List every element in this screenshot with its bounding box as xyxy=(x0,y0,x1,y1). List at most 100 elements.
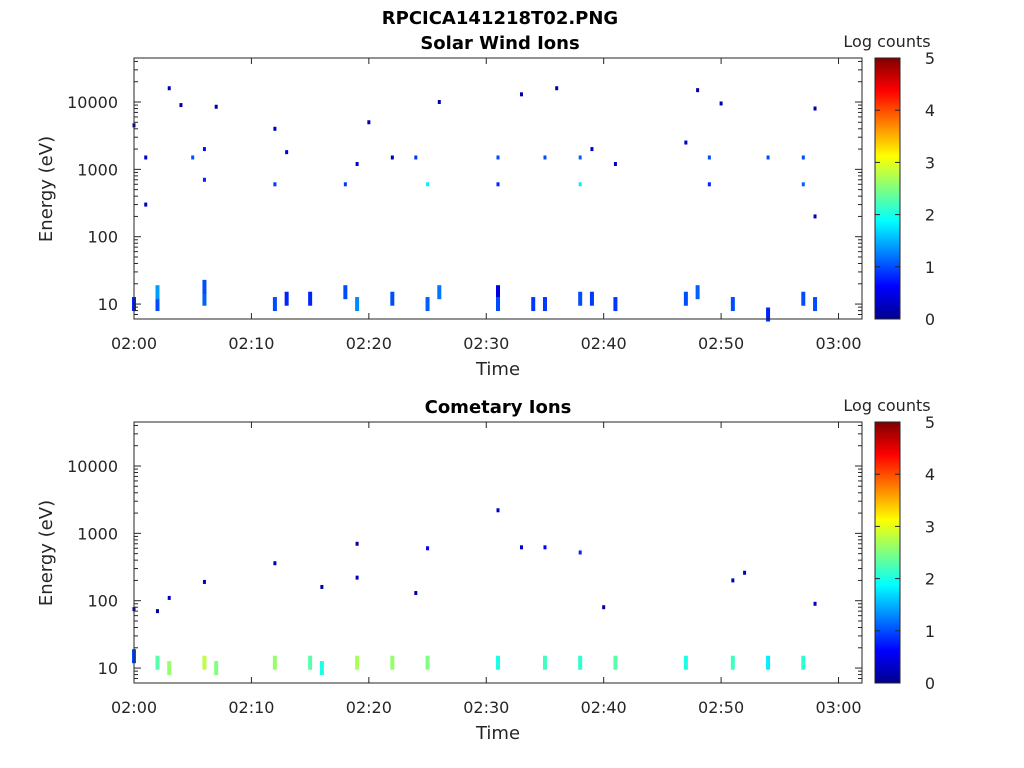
data-cell xyxy=(743,570,747,575)
colorbar xyxy=(874,421,901,684)
plot-frame xyxy=(133,57,863,320)
colorbar-tick-label: 1 xyxy=(925,258,935,277)
solar-wind-ylabel: Energy (eV) xyxy=(36,136,57,242)
data-cell xyxy=(273,126,277,131)
data-cell xyxy=(425,297,430,312)
data-cell xyxy=(343,182,347,187)
data-cell xyxy=(813,601,817,606)
plot-frame xyxy=(133,421,863,684)
data-cell xyxy=(144,155,148,160)
x-tick-label: 02:40 xyxy=(581,334,627,353)
data-cell xyxy=(801,291,806,306)
data-cell xyxy=(320,584,324,589)
data-cell xyxy=(425,655,430,670)
data-cell xyxy=(496,155,500,160)
data-cell xyxy=(578,550,582,555)
data-cell xyxy=(355,297,360,312)
data-cell xyxy=(578,655,583,670)
data-cell xyxy=(578,291,583,306)
data-cell xyxy=(613,297,618,312)
data-cell xyxy=(766,155,770,160)
x-tick-label: 02:10 xyxy=(228,698,274,717)
x-tick-label: 02:30 xyxy=(463,334,509,353)
colorbar-tick-label: 2 xyxy=(925,570,935,589)
data-cell xyxy=(496,182,500,187)
x-tick-label: 02:20 xyxy=(346,334,392,353)
data-cell xyxy=(696,88,700,93)
data-cell xyxy=(202,579,206,584)
y-tick-label: 100 xyxy=(87,592,118,611)
data-cell xyxy=(730,655,735,670)
data-cell xyxy=(426,546,430,551)
data-cell xyxy=(155,655,160,670)
data-cell xyxy=(285,150,289,155)
x-tick-label: 02:00 xyxy=(111,334,157,353)
colorbar-tick-label: 2 xyxy=(925,206,935,225)
data-cell xyxy=(555,86,559,91)
cometary-ylabel: Energy (eV) xyxy=(36,500,57,606)
data-cell xyxy=(813,297,818,312)
data-cell xyxy=(531,297,536,312)
data-cell xyxy=(273,182,277,187)
data-cell xyxy=(202,279,207,294)
data-cell xyxy=(390,655,395,670)
data-cell xyxy=(813,106,817,111)
data-cell xyxy=(191,155,195,160)
solar-wind-title: Solar Wind Ions xyxy=(420,33,579,54)
colorbar xyxy=(874,57,901,320)
colorbar-label-bottom: Log counts xyxy=(843,396,930,415)
data-cell xyxy=(319,661,324,676)
data-cell xyxy=(214,661,219,676)
data-cell xyxy=(496,508,500,513)
colorbar-tick-label: 3 xyxy=(925,153,935,172)
data-cell xyxy=(766,655,771,670)
data-cell xyxy=(543,545,547,550)
x-tick-label: 02:10 xyxy=(228,334,274,353)
data-cell xyxy=(801,182,805,187)
data-cell xyxy=(308,655,313,670)
data-cell xyxy=(355,655,360,670)
data-cell xyxy=(813,214,817,219)
data-cell xyxy=(542,655,547,670)
x-tick-label: 02:40 xyxy=(581,698,627,717)
data-cell xyxy=(355,541,359,546)
colorbar-tick-label: 1 xyxy=(925,622,935,641)
data-cell xyxy=(695,285,700,300)
data-cell xyxy=(155,609,159,614)
data-cell xyxy=(730,297,735,312)
data-cell xyxy=(272,297,277,312)
y-tick-label: 1000 xyxy=(77,160,118,179)
data-cell xyxy=(355,162,359,167)
data-cell xyxy=(214,104,218,109)
data-cell xyxy=(707,155,711,160)
x-tick-label: 02:30 xyxy=(463,698,509,717)
y-tick-label: 10 xyxy=(98,295,118,314)
colorbar-label-top: Log counts xyxy=(843,32,930,51)
data-cell xyxy=(684,140,688,145)
data-cell xyxy=(155,297,160,312)
colorbar-tick-label: 0 xyxy=(925,310,935,329)
x-tick-label: 02:50 xyxy=(698,698,744,717)
data-cell xyxy=(496,655,500,670)
data-cell xyxy=(167,595,171,600)
data-cell xyxy=(578,182,582,187)
data-cell xyxy=(167,661,172,676)
data-cell xyxy=(155,285,160,300)
data-cell xyxy=(519,545,523,550)
data-cell xyxy=(719,101,723,106)
data-cell xyxy=(589,291,594,306)
data-cell xyxy=(590,147,594,152)
data-cell xyxy=(766,307,771,322)
y-tick-label: 1000 xyxy=(77,524,118,543)
data-cell xyxy=(496,285,500,300)
cometary-panel: Cometary Ions Log counts Time Energy (eV… xyxy=(36,396,935,744)
data-cell xyxy=(543,155,547,160)
colorbar-tick-label: 3 xyxy=(925,517,935,536)
data-cell xyxy=(390,155,394,160)
data-cell xyxy=(202,177,206,182)
data-cell xyxy=(367,120,371,125)
data-cell xyxy=(801,655,806,670)
data-cell xyxy=(801,155,805,160)
data-cell xyxy=(683,291,688,306)
